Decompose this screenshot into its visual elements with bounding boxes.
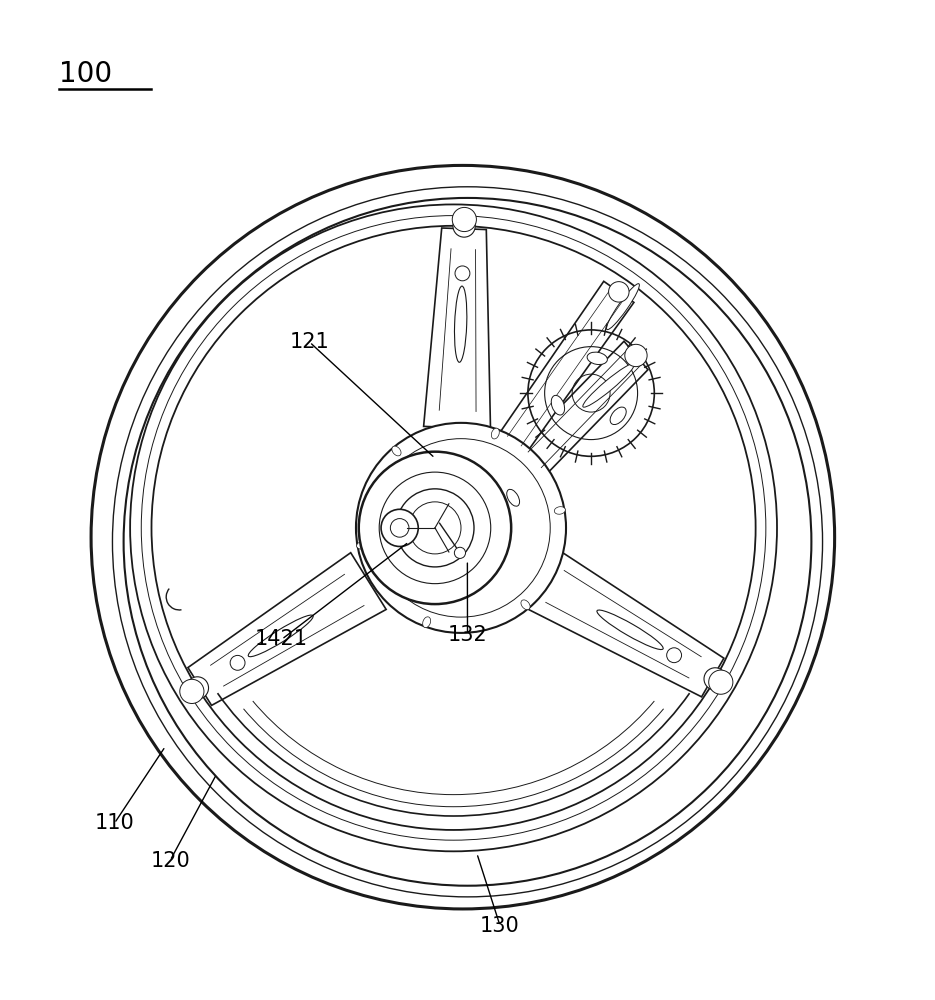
Ellipse shape xyxy=(492,428,499,439)
Circle shape xyxy=(230,655,245,670)
Circle shape xyxy=(130,204,777,851)
Ellipse shape xyxy=(587,352,608,365)
Polygon shape xyxy=(500,281,634,451)
Ellipse shape xyxy=(423,617,431,628)
Text: 100: 100 xyxy=(59,60,111,88)
Circle shape xyxy=(359,452,511,604)
Ellipse shape xyxy=(249,615,313,657)
Ellipse shape xyxy=(611,407,626,425)
Circle shape xyxy=(180,679,204,703)
Circle shape xyxy=(625,344,647,367)
Circle shape xyxy=(186,677,209,699)
Circle shape xyxy=(519,321,664,466)
Circle shape xyxy=(609,282,629,302)
Ellipse shape xyxy=(452,583,470,593)
Text: 130: 130 xyxy=(481,916,520,936)
Circle shape xyxy=(455,266,470,281)
Circle shape xyxy=(454,547,466,558)
Circle shape xyxy=(709,670,733,694)
Polygon shape xyxy=(424,228,491,429)
Circle shape xyxy=(453,207,477,232)
Polygon shape xyxy=(523,341,648,474)
Ellipse shape xyxy=(521,600,530,610)
Ellipse shape xyxy=(356,542,367,549)
Ellipse shape xyxy=(597,610,663,650)
Ellipse shape xyxy=(392,446,401,456)
Ellipse shape xyxy=(583,363,635,407)
Ellipse shape xyxy=(507,489,520,506)
Polygon shape xyxy=(524,549,724,697)
Circle shape xyxy=(356,423,566,633)
Text: 132: 132 xyxy=(448,625,487,645)
Text: 120: 120 xyxy=(151,851,190,871)
Text: 121: 121 xyxy=(290,332,329,352)
Ellipse shape xyxy=(554,507,566,514)
Ellipse shape xyxy=(454,286,467,362)
Text: 1421: 1421 xyxy=(255,629,309,649)
Ellipse shape xyxy=(402,489,415,506)
Text: 110: 110 xyxy=(94,813,135,833)
Polygon shape xyxy=(188,553,386,705)
Circle shape xyxy=(381,509,418,546)
Ellipse shape xyxy=(552,395,565,415)
Circle shape xyxy=(453,215,475,237)
Circle shape xyxy=(704,668,726,690)
Ellipse shape xyxy=(607,284,640,330)
Circle shape xyxy=(667,648,682,663)
